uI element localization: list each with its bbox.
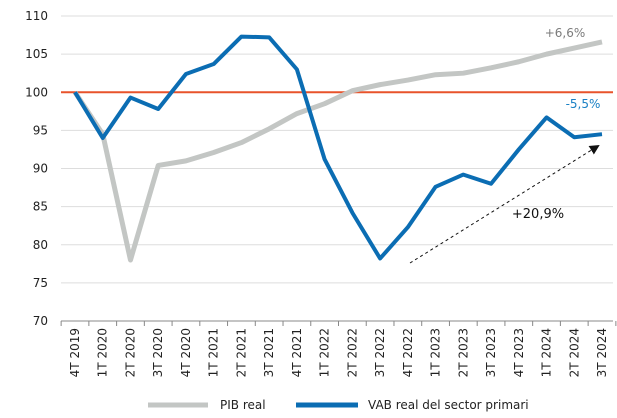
y-tick-label: 110 [25, 9, 48, 23]
series-line [73, 34, 603, 261]
legend-label: PIB real [220, 398, 266, 412]
y-tick-label: 80 [33, 238, 48, 252]
annotation: -5,5% [566, 97, 601, 111]
x-tick-label: 1T 2022 [318, 328, 332, 377]
x-tick-label: 1T 2021 [207, 328, 221, 377]
y-tick-label: 85 [33, 200, 48, 214]
y-tick-label: 90 [33, 162, 48, 176]
annotation: +20,9% [512, 207, 564, 222]
x-tick-label: 3T 2020 [151, 328, 165, 377]
x-tick-label: 4T 2023 [512, 328, 526, 377]
y-tick-label: 105 [25, 47, 48, 61]
x-tick-label: 1T 2020 [96, 328, 110, 377]
annotation: +6,6% [545, 26, 586, 40]
series-line [72, 39, 603, 263]
y-tick-label: 75 [33, 276, 48, 290]
x-tick-label: 2T 2020 [123, 328, 137, 377]
x-tick-label: 4T 2021 [290, 328, 304, 377]
x-tick-label: 2T 2024 [567, 328, 581, 377]
x-tick-label: 2T 2022 [345, 328, 359, 377]
x-tick-label: 4T 2022 [401, 328, 415, 377]
x-tick-label: 3T 2022 [373, 328, 387, 377]
x-tick-label: 1T 2023 [429, 328, 443, 377]
y-tick-label: 95 [33, 123, 48, 137]
x-tick-label: 4T 2020 [179, 328, 193, 377]
y-tick-label: 100 [25, 85, 48, 99]
legend-label: VAB real del sector primari [368, 398, 529, 412]
y-tick-label: 70 [33, 314, 48, 328]
x-tick-label: 3T 2023 [484, 328, 498, 377]
x-tick-label: 4T 2019 [68, 328, 82, 377]
x-tick-label: 1T 2024 [540, 328, 554, 377]
x-tick-label: 2T 2023 [456, 328, 470, 377]
x-tick-label: 2T 2021 [234, 328, 248, 377]
trend-arrow [409, 144, 600, 264]
x-tick-label: 3T 2024 [595, 328, 609, 377]
x-tick-label: 3T 2021 [262, 328, 276, 377]
